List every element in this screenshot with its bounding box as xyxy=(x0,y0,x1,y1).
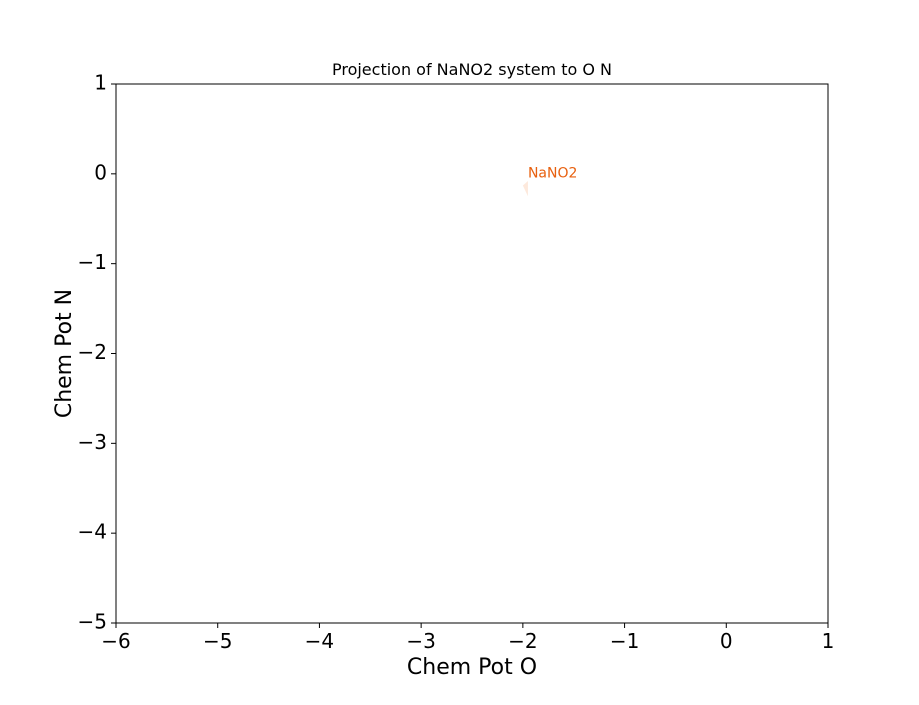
x-tick-label: −6 xyxy=(101,629,130,653)
y-tick-label: 1 xyxy=(94,71,107,95)
x-tick-label: 1 xyxy=(822,629,835,653)
chart-title: Projection of NaNO2 system to O N xyxy=(332,60,612,79)
regions-layer xyxy=(522,181,528,197)
region-label-nano2: NaNO2 xyxy=(528,165,577,181)
x-tick-label: −3 xyxy=(406,629,435,653)
y-axis-label: Chem Pot N xyxy=(52,289,77,418)
y-tick-label: −4 xyxy=(78,520,107,544)
x-tick-label: −2 xyxy=(508,629,537,653)
region-nano2 xyxy=(522,181,528,197)
y-tick-label: −2 xyxy=(78,340,107,364)
x-axis-label: Chem Pot O xyxy=(407,655,537,680)
x-tick-label: 0 xyxy=(720,629,733,653)
x-axis: −6 −5 −4 −3 −2 −1 0 1 xyxy=(101,623,834,653)
y-tick-label: 0 xyxy=(94,160,107,184)
plot-frame xyxy=(115,83,829,624)
y-tick-label: −3 xyxy=(78,430,107,454)
annotations-layer: NaNO2 xyxy=(528,165,577,181)
x-tick-label: −5 xyxy=(203,629,232,653)
x-tick-label: −4 xyxy=(305,629,334,653)
y-tick-label: −5 xyxy=(78,610,107,634)
y-tick-label: −1 xyxy=(78,250,107,274)
y-axis: −5 −4 −3 −2 −1 0 1 xyxy=(78,71,116,634)
x-tick-label: −1 xyxy=(610,629,639,653)
